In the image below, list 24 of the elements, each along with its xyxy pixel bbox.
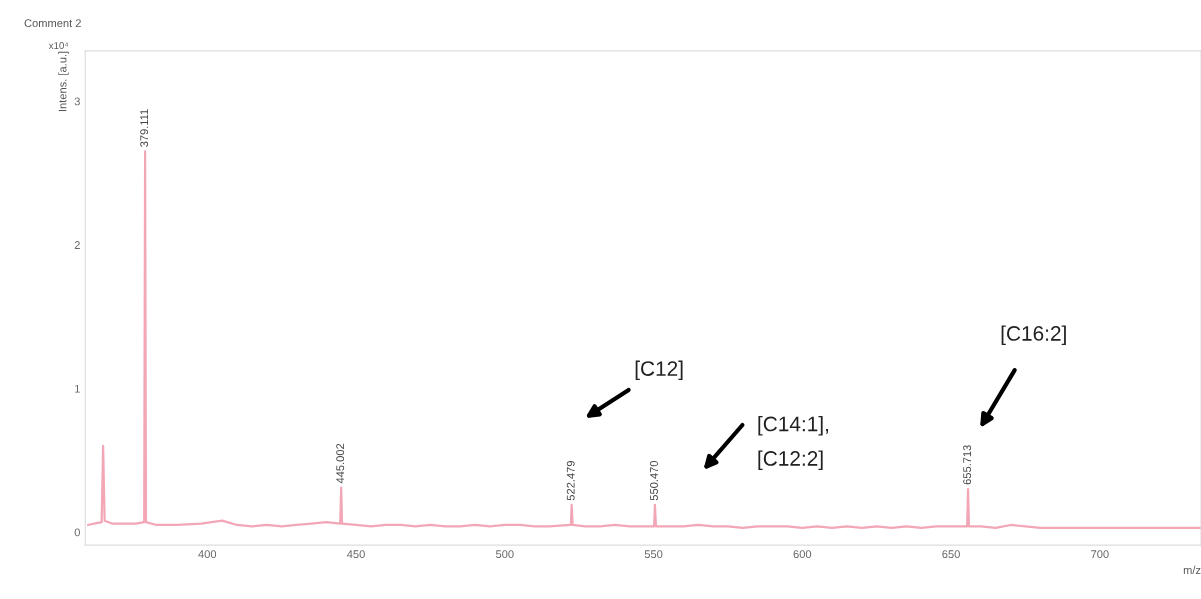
annotation: 445.002 (336, 443, 345, 484)
annotation: 379.111 (140, 109, 149, 147)
x-tick-label: 700 (1091, 550, 1109, 559)
y-tick-label: 0 (74, 528, 80, 537)
y-axis-title: Intens. [a.u.] (58, 51, 69, 112)
x-tick-label: 500 (495, 550, 514, 559)
y-tick-label: 1 (75, 384, 80, 393)
y-tick-label: 3 (74, 97, 80, 106)
y-tick-label: 2 (74, 241, 80, 249)
annotation: 655.713 (963, 445, 972, 485)
annotation: [C16:2] (1001, 325, 1066, 345)
annotation: [C12] (635, 360, 683, 381)
x-tick-label: 400 (198, 550, 217, 559)
x-tick-label: 550 (644, 550, 663, 559)
x-tick-label: 600 (793, 550, 812, 559)
line-series (87, 150, 1201, 529)
annotation: 522.479 (566, 461, 575, 501)
annotation: [C14:1], [C12:2] (758, 416, 829, 470)
x-tick-label: 450 (347, 550, 365, 559)
text: x10⁴ (48, 42, 69, 49)
annotation: 550.470 (650, 460, 658, 501)
x-axis-title: m/z (1183, 565, 1201, 575)
chart-title: Comment 2 (24, 19, 81, 28)
x-tick-label: 650 (942, 550, 960, 559)
